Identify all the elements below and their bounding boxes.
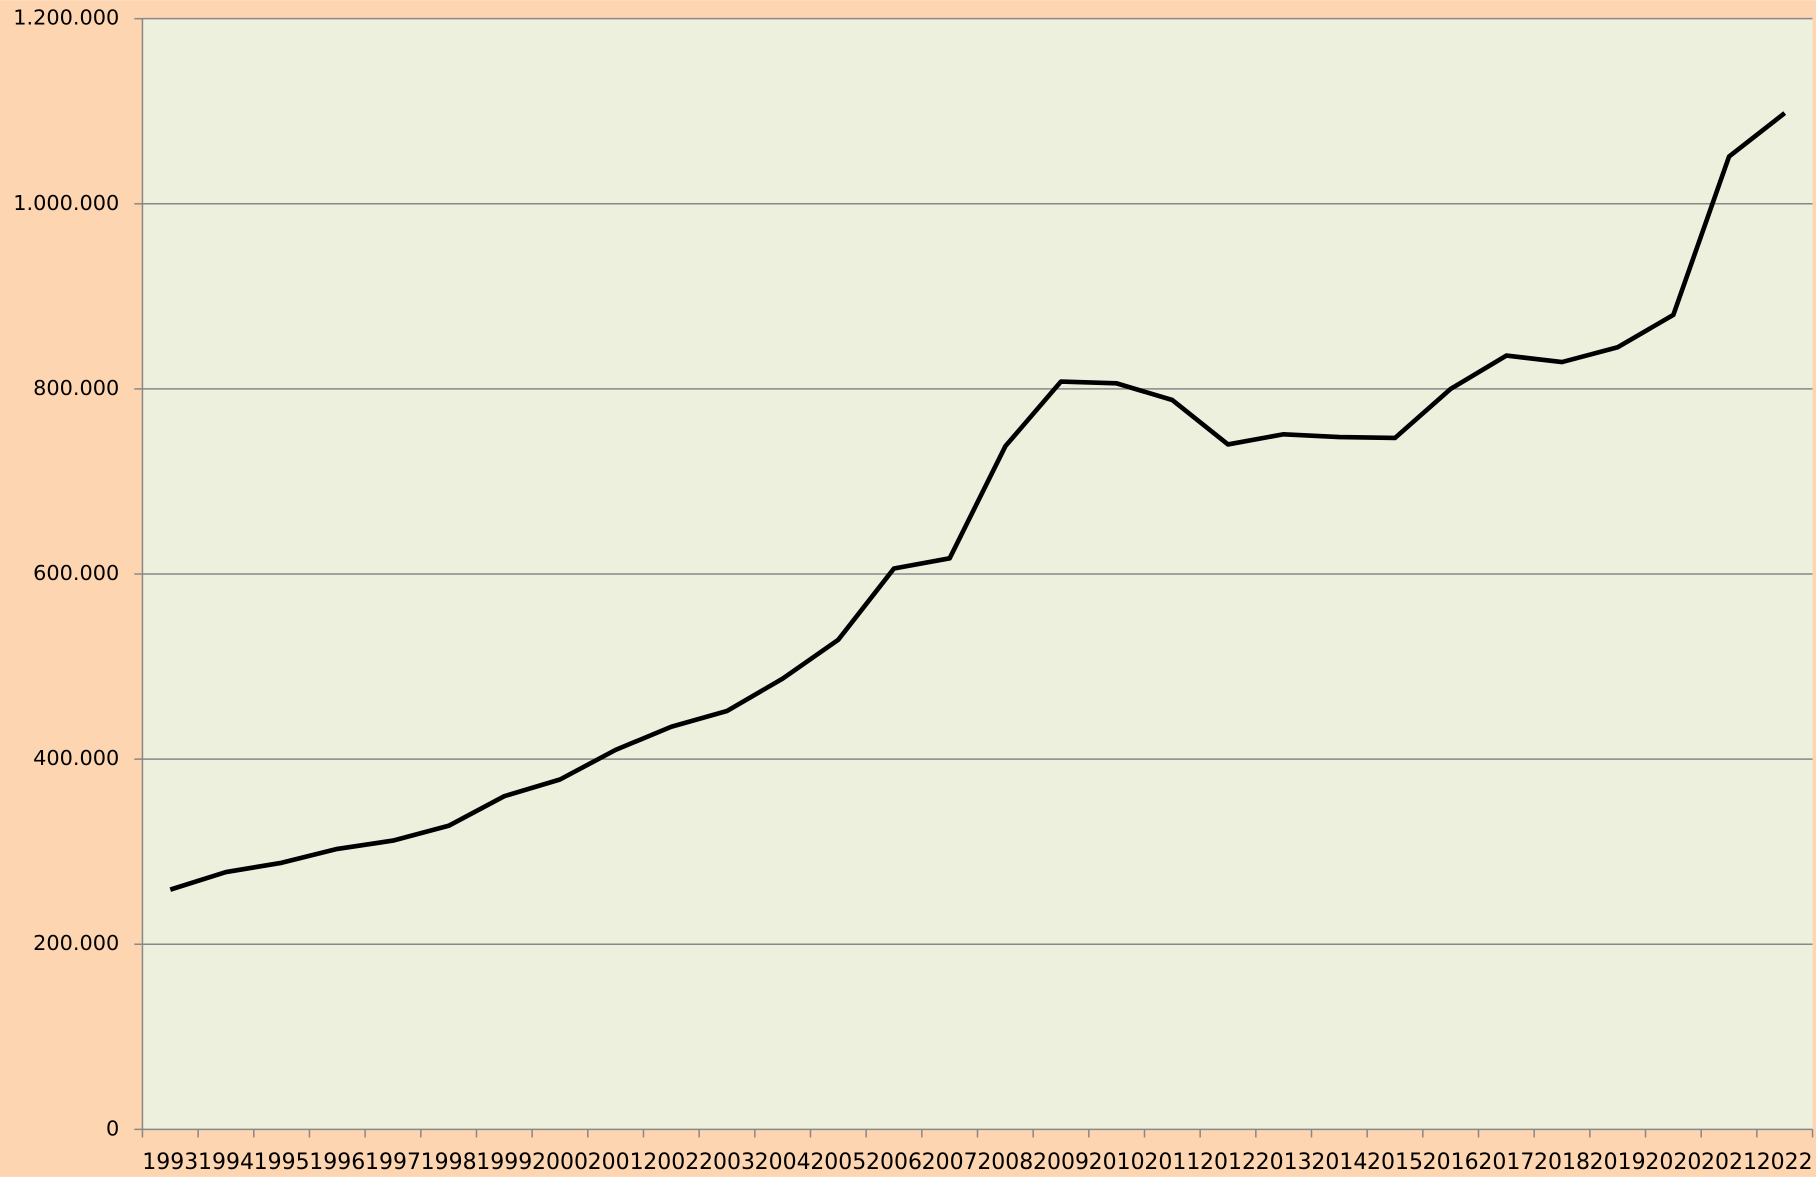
x-tick-label: 2009 xyxy=(1033,1150,1089,1175)
x-tick-label: 2011 xyxy=(1144,1150,1200,1175)
x-tick-label: 2000 xyxy=(532,1150,588,1175)
y-tick-label: 1.200.000 xyxy=(13,6,119,30)
x-tick-label: 1997 xyxy=(365,1150,421,1175)
y-tick-label: 200.000 xyxy=(33,931,119,955)
x-tick-label: 2014 xyxy=(1311,1150,1367,1175)
x-tick-label: 2018 xyxy=(1534,1150,1590,1175)
x-tick-label: 2003 xyxy=(699,1150,755,1175)
x-tick-label: 2006 xyxy=(866,1150,922,1175)
x-tick-label: 1999 xyxy=(476,1150,532,1175)
x-tick-label: 1998 xyxy=(421,1150,477,1175)
x-tick-label: 2002 xyxy=(643,1150,699,1175)
x-tick-label: 2008 xyxy=(977,1150,1033,1175)
y-tick-label: 800.000 xyxy=(33,376,119,400)
x-tick-label: 2020 xyxy=(1645,1150,1701,1175)
x-tick-label: 2012 xyxy=(1200,1150,1256,1175)
y-tick-label: 600.000 xyxy=(33,561,119,585)
x-tick-label: 2019 xyxy=(1590,1150,1646,1175)
x-tick-label: 2007 xyxy=(922,1150,978,1175)
y-tick-label: 1.000.000 xyxy=(13,191,119,215)
x-tick-label: 2010 xyxy=(1089,1150,1145,1175)
x-tick-label: 1996 xyxy=(309,1150,365,1175)
y-tick-label: 0 xyxy=(106,1116,119,1140)
line-series xyxy=(169,111,1787,892)
x-tick-label: 2005 xyxy=(810,1150,866,1175)
x-tick-label: 1994 xyxy=(198,1150,254,1175)
x-tick-label: 2017 xyxy=(1478,1150,1534,1175)
y-tick-label: 400.000 xyxy=(33,746,119,770)
x-tick-label: 2015 xyxy=(1367,1150,1423,1175)
x-tick-label: 2022 xyxy=(1757,1150,1813,1175)
x-tick-label: 2004 xyxy=(755,1150,811,1175)
x-tick-label: 1995 xyxy=(254,1150,310,1175)
x-tick-label: 2013 xyxy=(1256,1150,1312,1175)
x-tick-label: 2016 xyxy=(1423,1150,1479,1175)
x-tick-label: 1993 xyxy=(142,1150,198,1175)
x-tick-label: 2001 xyxy=(588,1150,644,1175)
x-tick-label: 2021 xyxy=(1701,1150,1757,1175)
